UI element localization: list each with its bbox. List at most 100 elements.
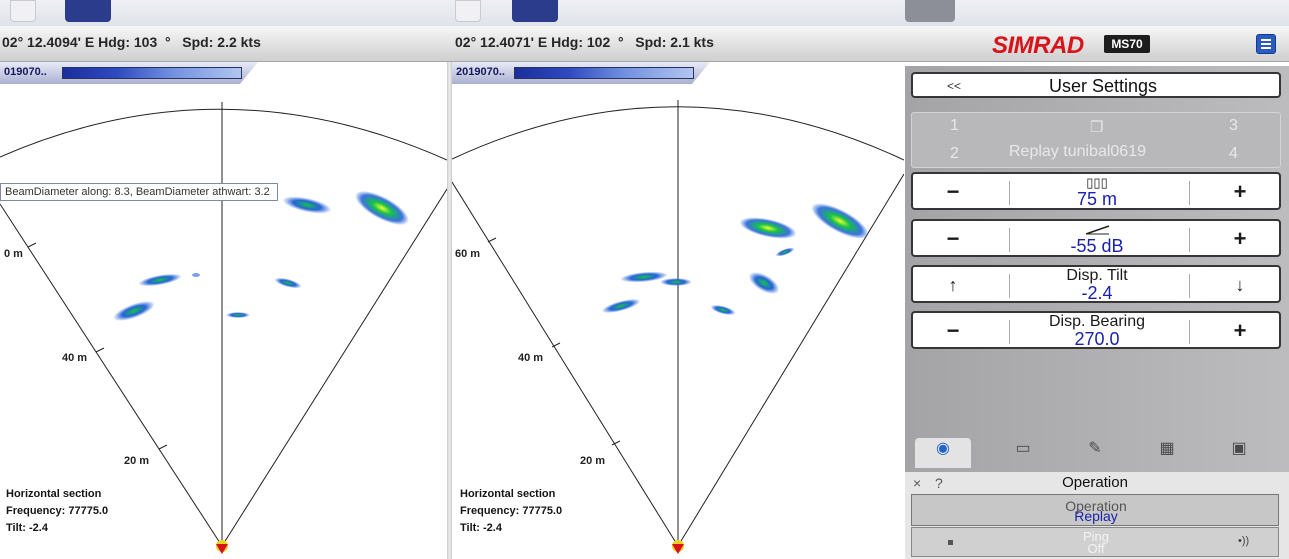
stop-icon	[948, 540, 953, 545]
layout-icon[interactable]: ▦	[1159, 440, 1175, 457]
window-restore-icon: ❐	[1090, 119, 1104, 136]
tilt-up-button[interactable]: ↑	[948, 275, 958, 295]
bearing-decrease-button[interactable]: −	[946, 318, 960, 343]
monitor-icon[interactable]: ▭	[1015, 440, 1031, 457]
disp-tilt-title: Disp. Tilt	[1066, 267, 1128, 284]
range-decrease-button[interactable]: −	[946, 179, 960, 204]
replay-file-tab[interactable]: 019070..	[0, 62, 258, 84]
operation-value: Replay	[1074, 508, 1118, 524]
disp-bearing-control: − Disp. Bearing 270.0 +	[911, 311, 1281, 349]
left-sector-display	[0, 102, 447, 554]
replay-file-name: 019070..	[4, 66, 47, 78]
echo-target	[811, 203, 869, 239]
operation-title: Operation	[1062, 474, 1128, 491]
left-position-status: 02° 12.4094' E Hdg: 103 ° Spd: 2.2 kts	[2, 34, 261, 50]
range-value: 75 m	[1076, 189, 1118, 209]
control-panel: << User Settings 1 2 3 4 ❐ Replay tuniba…	[905, 66, 1289, 559]
tilt-down-button[interactable]: ↓	[1235, 275, 1245, 295]
echo-target	[601, 298, 641, 314]
right-echogram-view[interactable]: 2019070.. 60 m 40 m 20 m Horizontal sect…	[452, 62, 904, 559]
left-echogram-view[interactable]: 019070.. BeamDiameter along: 8.3, BeamDi…	[0, 62, 447, 559]
thumbnail[interactable]	[455, 0, 481, 22]
right-position-status: 02° 12.4071' E Hdg: 102 ° Spd: 2.1 kts	[455, 34, 714, 50]
gain-decrease-button[interactable]: −	[946, 226, 960, 251]
tilt-readout: Tilt: -2.4	[460, 522, 502, 534]
preset-3[interactable]: 3	[1229, 117, 1238, 134]
window-thumbnail-strip	[0, 0, 1289, 26]
menu-tab-bar: ◉ ▭ ✎ ▦ ▣	[905, 436, 1289, 472]
preset-selector[interactable]: 1 2 3 4 ❐ Replay tunibal0619	[911, 112, 1281, 168]
range-label: 40 m	[518, 352, 544, 364]
replay-file-name: 2019070..	[456, 66, 505, 78]
gain-ramp-icon	[1085, 225, 1110, 235]
replay-file-tab[interactable]: 2019070..	[452, 62, 710, 84]
signal-icon: •))	[1238, 535, 1250, 547]
user-settings-bar[interactable]: << User Settings	[911, 72, 1281, 98]
frequency-readout: Frequency: 77775.0	[6, 505, 109, 517]
help-icon[interactable]: ?	[935, 475, 943, 491]
user-settings-title: User Settings	[1048, 76, 1158, 96]
echo-target	[620, 271, 668, 283]
section-title: Horizontal section	[6, 488, 102, 500]
model-badge: MS70	[1104, 35, 1150, 53]
color-scale-bar	[62, 67, 242, 79]
close-icon[interactable]: ×	[913, 475, 922, 491]
thumbnail[interactable]	[905, 0, 955, 22]
echo-target	[113, 301, 155, 321]
range-icon: ▯▯▯	[1086, 175, 1108, 190]
thumbnail[interactable]	[65, 0, 111, 22]
hamburger-menu-icon[interactable]	[1256, 34, 1276, 54]
disp-bearing-title: Disp. Bearing	[1048, 313, 1146, 330]
preset-4[interactable]: 4	[1229, 145, 1238, 162]
echo-target	[226, 312, 250, 318]
echo-target	[748, 272, 780, 294]
echo-target	[274, 277, 302, 289]
echo-target	[355, 190, 409, 226]
operation-panel: × ? Operation Operation Replay Ping Off …	[905, 472, 1289, 559]
thumbnail[interactable]	[10, 0, 36, 22]
wrench-icon[interactable]: ✎	[1088, 440, 1102, 457]
echo-target	[739, 217, 797, 239]
preset-2[interactable]: 2	[950, 145, 959, 162]
echo-target	[710, 304, 736, 316]
range-label: 40 m	[62, 352, 88, 364]
disp-bearing-value: 270.0	[1074, 329, 1120, 349]
bearing-increase-button[interactable]: +	[1233, 318, 1247, 343]
echo-target	[660, 278, 692, 286]
sonar-icon[interactable]: ◉	[915, 438, 971, 468]
operation-label: Operation	[1065, 498, 1127, 514]
camera-icon[interactable]: ▣	[1231, 440, 1247, 457]
gain-value: -55 dB	[1070, 236, 1124, 256]
ping-label: Ping	[1082, 529, 1110, 544]
back-button[interactable]: <<	[947, 79, 962, 93]
ping-button[interactable]: Ping Off •))	[911, 527, 1279, 557]
echo-target	[775, 247, 795, 257]
frequency-readout: Frequency: 77775.0	[460, 505, 563, 517]
view-splitter[interactable]	[447, 62, 452, 559]
status-header: 02° 12.4094' E Hdg: 103 ° Spd: 2.2 kts 0…	[0, 26, 1289, 62]
disp-tilt-control: ↑ Disp. Tilt -2.4 ↓	[911, 265, 1281, 303]
tilt-readout: Tilt: -2.4	[6, 522, 48, 534]
disp-tilt-value: -2.4	[1081, 283, 1113, 303]
range-increase-button[interactable]: +	[1233, 179, 1247, 204]
color-scale-bar	[514, 67, 694, 79]
range-label: 20 m	[124, 455, 150, 467]
ping-value: Off	[1087, 541, 1105, 556]
operation-mode-button[interactable]: Operation Replay	[911, 494, 1279, 526]
gain-increase-button[interactable]: +	[1233, 226, 1247, 251]
replay-name: Replay tunibal0619	[1009, 143, 1146, 160]
right-sector-display	[452, 100, 904, 554]
preset-1[interactable]: 1	[950, 117, 959, 134]
echo-target	[192, 273, 200, 277]
range-label: 60 m	[455, 248, 481, 260]
range-label: 0 m	[4, 248, 23, 260]
range-control: − ▯▯▯ 75 m +	[911, 172, 1281, 210]
echo-target	[282, 196, 332, 214]
echo-target	[138, 273, 182, 287]
gain-control: − -55 dB +	[911, 219, 1281, 257]
beam-diameter-tooltip: BeamDiameter along: 8.3, BeamDiameter at…	[0, 183, 278, 201]
section-title: Horizontal section	[460, 488, 556, 500]
simrad-logo: SIMRAD	[992, 32, 1084, 59]
thumbnail[interactable]	[512, 0, 558, 22]
